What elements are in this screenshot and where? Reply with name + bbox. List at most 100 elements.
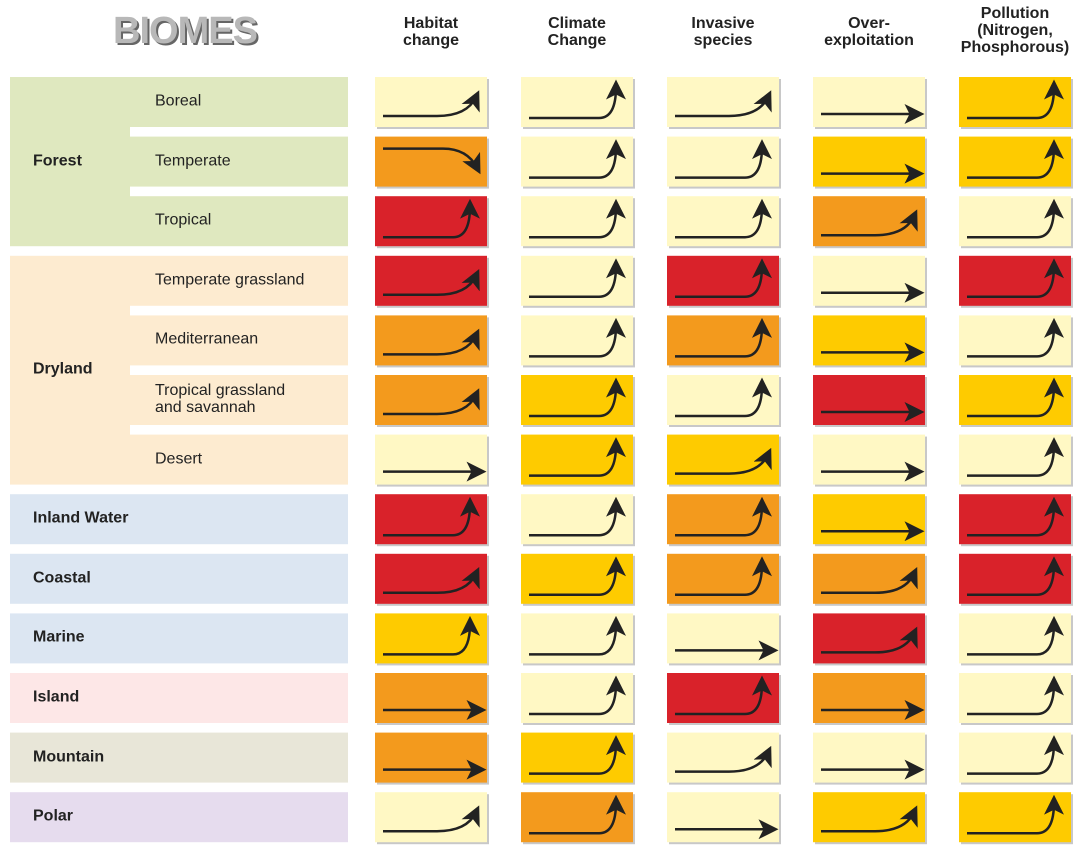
trend-arrow bbox=[529, 615, 626, 656]
cell bbox=[375, 553, 487, 604]
trend-arrow bbox=[529, 735, 626, 775]
cell bbox=[813, 375, 925, 425]
trend-arrow bbox=[383, 805, 480, 833]
trend-arrow bbox=[967, 615, 1064, 656]
trend-arrow bbox=[529, 675, 626, 716]
cell bbox=[667, 255, 779, 306]
column-header: Habitat change bbox=[402, 15, 459, 49]
trend-arrow bbox=[383, 567, 480, 595]
trend-arrow bbox=[529, 258, 626, 299]
trend-arrow bbox=[967, 735, 1064, 775]
cell bbox=[667, 613, 779, 664]
row-label: Desert bbox=[155, 450, 203, 468]
cell bbox=[667, 732, 779, 783]
cell bbox=[813, 136, 925, 187]
trend-arrow bbox=[675, 745, 772, 773]
cell bbox=[813, 673, 925, 723]
row-label: Tropical grassland and savannah bbox=[155, 382, 286, 416]
cell bbox=[667, 792, 779, 843]
cell bbox=[521, 613, 633, 664]
trend-arrow bbox=[383, 328, 480, 356]
cell bbox=[375, 77, 487, 127]
cell bbox=[375, 375, 487, 425]
row-gap bbox=[130, 186, 348, 197]
cell bbox=[959, 315, 1071, 366]
trend-arrow bbox=[967, 79, 1064, 120]
trend-arrow bbox=[529, 317, 626, 358]
cell bbox=[521, 434, 633, 485]
column-header: Climate Change bbox=[547, 15, 607, 49]
group-label: Inland Water bbox=[33, 509, 129, 527]
trend-arrow bbox=[383, 615, 480, 656]
group-background bbox=[10, 673, 348, 723]
cell bbox=[959, 77, 1071, 127]
row-gap bbox=[130, 305, 348, 316]
cell bbox=[375, 136, 487, 187]
cell bbox=[959, 553, 1071, 604]
trend-arrow bbox=[675, 377, 772, 418]
cell bbox=[521, 196, 633, 247]
cell bbox=[667, 553, 779, 604]
trend-arrow bbox=[821, 626, 918, 654]
row-label: Temperate bbox=[155, 152, 231, 170]
trend-arrow bbox=[529, 377, 626, 418]
cell bbox=[813, 255, 925, 306]
trend-arrow bbox=[675, 496, 772, 537]
trend-arrow bbox=[529, 139, 626, 179]
cell bbox=[667, 673, 779, 723]
trend-arrow bbox=[675, 139, 772, 179]
trend-arrow bbox=[529, 79, 626, 120]
trend-arrow bbox=[529, 198, 626, 239]
trend-arrow bbox=[821, 805, 918, 833]
cell bbox=[959, 494, 1071, 545]
cell bbox=[959, 375, 1071, 425]
cell bbox=[667, 434, 779, 485]
cell bbox=[813, 732, 925, 783]
trend-arrow bbox=[967, 556, 1064, 597]
group-label: Forest bbox=[33, 152, 82, 170]
trend-arrow bbox=[967, 437, 1064, 477]
cell bbox=[959, 434, 1071, 485]
cell bbox=[813, 434, 925, 485]
trend-arrow bbox=[383, 496, 480, 537]
cell bbox=[521, 673, 633, 723]
trend-arrow bbox=[967, 258, 1064, 299]
cell bbox=[521, 792, 633, 843]
trend-arrow bbox=[967, 317, 1064, 358]
trend-arrow bbox=[383, 147, 481, 175]
trend-arrow bbox=[529, 556, 626, 597]
trend-arrow bbox=[821, 567, 918, 595]
cell bbox=[521, 553, 633, 604]
cell bbox=[521, 315, 633, 366]
group-label: Island bbox=[33, 688, 80, 706]
group-label: Polar bbox=[33, 807, 74, 825]
group-background bbox=[10, 77, 348, 247]
cell bbox=[813, 613, 925, 664]
cell bbox=[521, 732, 633, 783]
cell bbox=[375, 613, 487, 664]
cell bbox=[959, 255, 1071, 306]
row-label: Boreal bbox=[155, 92, 202, 110]
cell bbox=[959, 613, 1071, 664]
trend-arrow bbox=[675, 90, 772, 118]
group-label: Dryland bbox=[33, 360, 93, 378]
trend-arrow bbox=[675, 675, 772, 716]
cell bbox=[375, 434, 487, 485]
trend-arrow bbox=[675, 198, 772, 239]
cell bbox=[667, 136, 779, 187]
cell bbox=[667, 494, 779, 545]
trend-arrow bbox=[675, 258, 772, 299]
cell bbox=[813, 494, 925, 545]
column-header: Pollution (Nitrogen, Phosphorous) bbox=[960, 5, 1070, 56]
group-label: Marine bbox=[33, 628, 85, 646]
group-background bbox=[10, 494, 348, 545]
group-background bbox=[10, 553, 348, 604]
trend-arrow bbox=[967, 675, 1064, 716]
trend-arrow bbox=[967, 496, 1064, 537]
cell bbox=[521, 255, 633, 306]
row-gap bbox=[130, 127, 348, 137]
cell bbox=[959, 673, 1071, 723]
cell bbox=[375, 315, 487, 366]
row-gap bbox=[130, 425, 348, 435]
